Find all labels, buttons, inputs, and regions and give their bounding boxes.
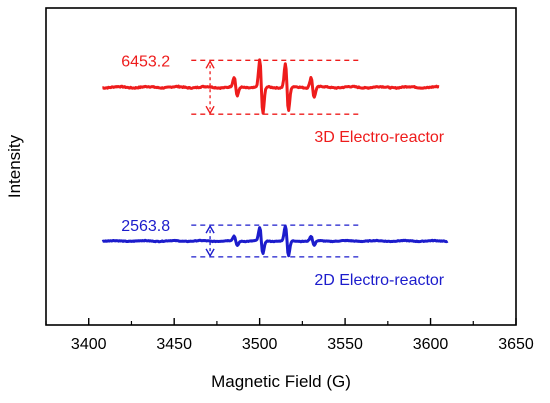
amplitude-value-label: 6453.2 (121, 53, 170, 70)
plot-frame (45, 7, 517, 326)
series-name-label: 2D Electro-reactor (314, 272, 444, 289)
x-tick-label: 3550 (327, 336, 363, 353)
axes: 3400 3450 3500 3550 3600 3650 (45, 7, 534, 353)
y-axis-label: Intensity (5, 134, 24, 198)
plot-area: 6453.2 3D Electro-reactor 2563.8 2D Electro… (101, 53, 449, 289)
arrow-head-up-icon (205, 224, 215, 234)
arrow-head-down-icon (205, 248, 215, 258)
x-axis-label: Magnetic Field (G) (211, 372, 351, 391)
x-tick-label: 3500 (242, 336, 278, 353)
x-tick-label: 3400 (71, 336, 107, 353)
series-name-label: 3D Electro-reactor (314, 129, 444, 146)
amplitude-value-label: 2563.8 (121, 218, 170, 235)
series-line (101, 58, 440, 115)
series-line (101, 224, 449, 258)
x-tick-label: 3450 (156, 336, 192, 353)
x-tick-label: 3650 (498, 336, 534, 353)
arrow-head-down-icon (205, 105, 215, 115)
x-tick-label: 3600 (413, 336, 449, 353)
arrow-head-up-icon (205, 59, 215, 69)
